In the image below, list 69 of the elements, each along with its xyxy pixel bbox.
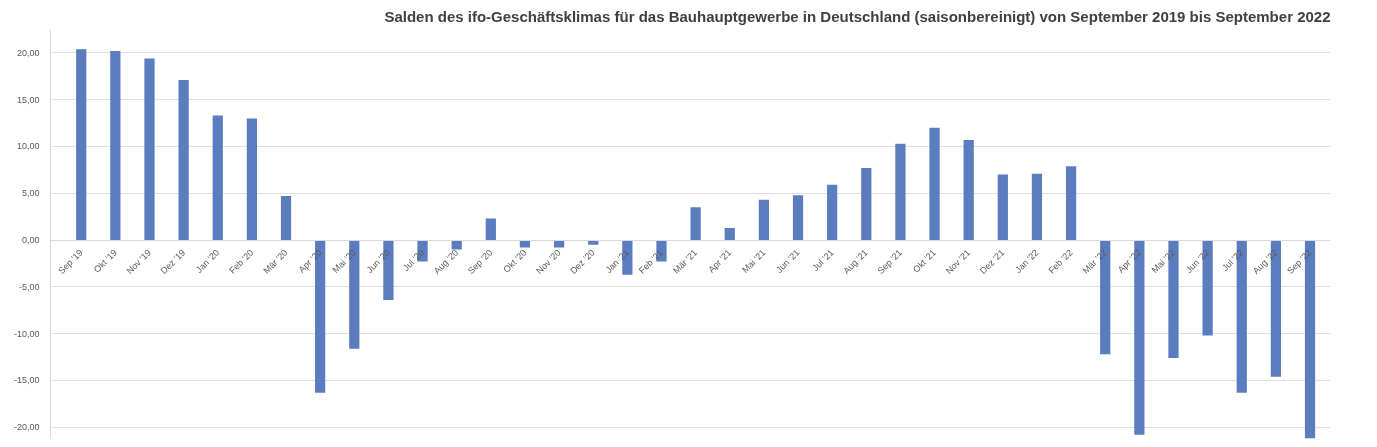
x-tick-label: Sep '20: [465, 247, 495, 276]
bar: [861, 168, 872, 241]
x-tick-label: Sep '21: [875, 247, 904, 276]
x-tick-label: Dez '19: [158, 247, 188, 276]
x-tick-label: Feb '20: [227, 247, 256, 276]
x-tick-label: Nov '21: [943, 247, 973, 276]
bar: [144, 58, 155, 241]
x-tick-label: Mai '20: [330, 247, 358, 275]
x-tick-label: Feb '22: [1046, 247, 1075, 276]
x-tick-label: Aug '20: [431, 247, 461, 276]
x-tick-label: Jan '20: [193, 247, 222, 275]
bar: [110, 51, 121, 241]
bar: [724, 227, 735, 241]
y-tick-label: 15,00: [16, 94, 40, 105]
y-tick-label: -10,00: [13, 328, 40, 339]
bar: [792, 195, 804, 241]
y-tick-label: 10,00: [16, 141, 40, 152]
bar: [690, 207, 701, 241]
x-tick-label: Jul '22: [1220, 247, 1246, 273]
x-tick-label: Feb '21: [636, 247, 666, 276]
bar: [485, 218, 496, 241]
x-tick-label: Mär '20: [261, 247, 290, 276]
x-tick-label: Aug '22: [1250, 247, 1280, 276]
bar: [997, 174, 1008, 241]
x-tick-label: Jul '21: [810, 247, 836, 273]
bar: [1065, 166, 1077, 241]
x-tick-label: Apr '20: [296, 247, 324, 275]
x-tick-label: Sep '19: [56, 247, 85, 276]
x-tick-label: Dez '21: [977, 247, 1007, 276]
bar: [895, 143, 906, 241]
bar: [553, 240, 565, 248]
x-tick-label: Jun '20: [364, 247, 392, 275]
x-tick-label: Mär '21: [671, 247, 700, 276]
x-tick-label: Okt '19: [91, 247, 119, 275]
x-tick-label: Jan '21: [603, 247, 631, 275]
x-tick-label: Mär '22: [1080, 247, 1109, 276]
bar: [280, 196, 292, 241]
bar: [178, 80, 189, 241]
x-tick-label: Apr '22: [1115, 247, 1143, 275]
x-tick-label: Dez '20: [568, 247, 597, 276]
bar: [1031, 173, 1043, 241]
x-tick-label: Jun '21: [774, 247, 802, 275]
y-tick-label: 0,00: [21, 235, 40, 246]
y-tick-label: -20,00: [13, 422, 40, 433]
bar: [246, 118, 258, 241]
bar: [963, 139, 974, 241]
y-tick-label: 20,00: [16, 47, 40, 58]
bar: [758, 199, 770, 241]
bar: [929, 127, 940, 241]
x-tick-label: Mai '21: [740, 247, 768, 275]
x-tick-label: Jan '22: [1013, 247, 1041, 275]
x-tick-label: Apr '21: [706, 247, 734, 275]
bar: [519, 240, 531, 248]
x-tick-label: Jul '20: [400, 247, 427, 273]
chart-title: Salden des ifo-Geschäftsklimas für das Bauhauptgewerbe in Deutschland (saisonbereinigt) von September 2019 bis September 2022: [384, 7, 1331, 25]
y-tick-label: 5,00: [21, 188, 40, 199]
y-tick-label: -5,00: [18, 281, 40, 292]
bar: [212, 115, 223, 241]
y-tick-label: -15,00: [13, 375, 40, 386]
x-tick-label: Jun '22: [1183, 247, 1212, 275]
x-tick-label: Sep '22: [1285, 247, 1314, 276]
x-tick-label: Nov '19: [124, 247, 154, 276]
x-tick-label: Okt '21: [911, 247, 939, 275]
x-tick-label: Aug '21: [841, 247, 870, 276]
bar: [827, 184, 838, 241]
x-tick-label: Nov '20: [534, 247, 563, 276]
bar: [76, 49, 87, 241]
x-tick-label: Mai '22: [1149, 247, 1178, 275]
x-tick-label: Okt '20: [501, 247, 529, 275]
